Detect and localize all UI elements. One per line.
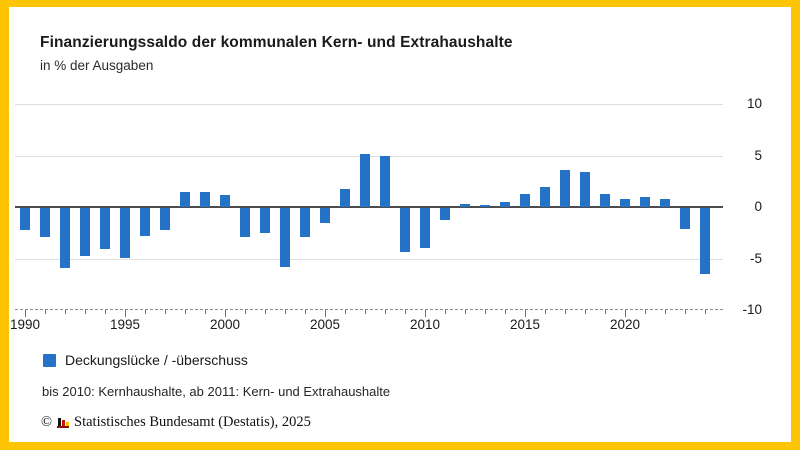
x-axis-tick [324, 310, 326, 317]
x-axis-tick [84, 310, 86, 314]
bar-1996 [140, 208, 150, 236]
x-axis-tick [424, 310, 426, 317]
bar-2018 [580, 171, 590, 207]
bar-1992 [60, 208, 70, 268]
x-axis-tick [644, 310, 646, 314]
bar-2004 [300, 208, 310, 237]
x-axis-label: 1990 [9, 317, 41, 332]
y-axis-label: -5 [749, 250, 762, 266]
x-axis-tick [104, 310, 106, 314]
x-axis-label: 2005 [309, 317, 341, 332]
bar-1993 [80, 208, 90, 257]
x-axis-tick [584, 310, 586, 314]
bar-2014 [500, 201, 510, 207]
y-axis-labels: 10 5 0 -5 -10 [725, 96, 762, 317]
chart-subtitle: in % der Ausgaben [40, 58, 154, 73]
x-axis-tick [24, 310, 26, 317]
bar-1998 [180, 191, 190, 207]
x-axis-tick [524, 310, 526, 317]
x-axis-label: 2010 [409, 317, 441, 332]
x-axis-tick [264, 310, 266, 314]
chart-title: Finanzierungssaldo der kommunalen Kern- … [40, 34, 513, 51]
x-axis-tick [244, 310, 246, 314]
x-axis-tick [404, 310, 406, 314]
x-axis-tick [684, 310, 686, 314]
y-axis-label: 5 [754, 147, 762, 163]
bar-2010 [420, 208, 430, 249]
x-axis-tick [444, 310, 446, 314]
y-axis-label: 10 [746, 96, 762, 111]
x-axis-tick [44, 310, 46, 314]
bar-1991 [40, 208, 50, 237]
x-axis-tick [224, 310, 226, 317]
legend-label: Deckungslücke / -überschuss [65, 352, 248, 368]
x-axis-tick [384, 310, 386, 314]
x-axis-tick [344, 310, 346, 314]
x-axis-tick [484, 310, 486, 314]
bar-2020 [620, 198, 630, 207]
x-axis-tick [704, 310, 706, 314]
plot-area: 1990 1995 2000 2005 2010 2015 2020 [10, 104, 723, 332]
x-axis-tick [284, 310, 286, 314]
copyright-symbol: © [41, 414, 53, 430]
y-axis-label: -10 [742, 302, 762, 317]
bar-2017 [560, 169, 570, 207]
bar-2000 [220, 194, 230, 207]
x-axis-tick [464, 310, 466, 314]
legend-swatch-icon [43, 353, 56, 367]
legend: Deckungslücke / -überschuss [43, 352, 248, 368]
gridline [15, 104, 723, 105]
bar-2011 [440, 208, 450, 221]
bar-2003 [280, 208, 290, 267]
bar-2012 [460, 203, 470, 207]
chart-card: Finanzierungssaldo der kommunalen Kern- … [9, 7, 791, 442]
bar-2007 [360, 154, 370, 207]
destatis-logo-icon [57, 417, 70, 429]
bar-2019 [600, 193, 610, 207]
bar-2002 [260, 208, 270, 233]
x-axis-tick [504, 310, 506, 314]
bar-2024 [700, 208, 710, 274]
x-axis-tick [144, 310, 146, 314]
bar-1990 [20, 208, 30, 230]
bar-1999 [200, 191, 210, 207]
x-axis-tick [664, 310, 666, 314]
x-axis-tick [164, 310, 166, 314]
x-axis-tick [604, 310, 606, 314]
bar-2016 [540, 187, 550, 207]
x-axis-label: 2015 [509, 317, 541, 332]
x-axis-tick [124, 310, 126, 317]
x-axis-tick [564, 310, 566, 314]
source-text: Statistisches Bundesamt (Destatis), 2025 [74, 414, 311, 430]
bar-2022 [660, 198, 670, 207]
source-line: © Statistisches Bundesamt (Destatis), 20… [41, 414, 311, 431]
bar-2015 [520, 193, 530, 207]
bar-2021 [640, 196, 650, 207]
y-axis-label: 0 [754, 199, 762, 214]
gridline [15, 258, 723, 260]
bar-2001 [240, 208, 250, 237]
bar-2023 [680, 208, 690, 229]
bar-1997 [160, 208, 170, 230]
x-axis-tick [64, 310, 66, 314]
bar-1994 [100, 208, 110, 250]
bar-2005 [320, 208, 330, 224]
x-axis-tick [304, 310, 306, 314]
x-axis-tick [364, 310, 366, 314]
gridline [15, 309, 723, 310]
bar-2008 [380, 155, 390, 207]
bar-2009 [400, 208, 410, 253]
zero-line [15, 206, 723, 208]
bar-2006 [340, 189, 350, 207]
x-axis-tick [544, 310, 546, 314]
x-axis-label: 2020 [609, 317, 641, 332]
x-axis-label: 2000 [209, 317, 241, 332]
footnote: bis 2010: Kernhaushalte, ab 2011: Kern- … [42, 384, 391, 399]
x-axis-tick [624, 310, 626, 317]
bar-1995 [120, 208, 130, 259]
x-axis-tick [204, 310, 206, 314]
x-axis-tick [184, 310, 186, 314]
bar-2013 [480, 204, 490, 207]
x-axis-label: 1995 [109, 317, 141, 332]
